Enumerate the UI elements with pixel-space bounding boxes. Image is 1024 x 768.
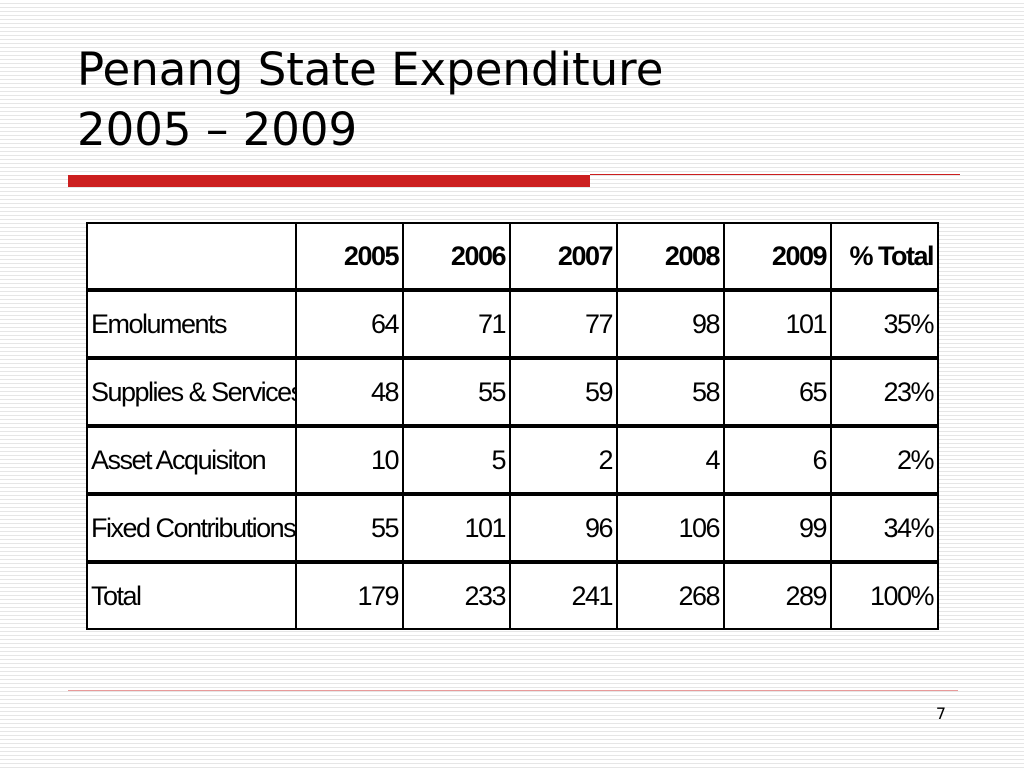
header-cell-blank: [86, 222, 297, 292]
table-cell: 77: [509, 289, 618, 360]
expenditure-table: 2005 2006 2007 2008 2009 % Total Emolume…: [86, 222, 939, 630]
table-cell: 5: [402, 425, 511, 496]
header-cell-2006: 2006: [402, 222, 511, 292]
table-cell: 100%: [830, 561, 939, 630]
table-cell: 65: [723, 357, 832, 428]
table-cell: 48: [295, 357, 404, 428]
row-label: Supplies & Services: [86, 357, 297, 428]
row-label: Fixed Contributions: [86, 493, 297, 564]
title-underline-thin: [590, 174, 960, 175]
table-cell: 10: [295, 425, 404, 496]
table-cell: 35%: [830, 289, 939, 360]
table-cell: 4: [616, 425, 725, 496]
table-row-asset-acquisition: Asset Acquisiton 10 5 2 4 6 2%: [86, 425, 939, 496]
table-cell: 58: [616, 357, 725, 428]
table-cell: 289: [723, 561, 832, 630]
table-cell: 6: [723, 425, 832, 496]
slide-title: Penang State Expenditure 2005 – 2009: [77, 40, 663, 160]
row-label: Emoluments: [86, 289, 297, 360]
table-cell: 179: [295, 561, 404, 630]
table-cell: 106: [616, 493, 725, 564]
title-underline-thick: [68, 175, 590, 187]
table-cell: 233: [402, 561, 511, 630]
table-cell: 2%: [830, 425, 939, 496]
row-label: Asset Acquisiton: [86, 425, 297, 496]
header-cell-2008: 2008: [616, 222, 725, 292]
table-header-row: 2005 2006 2007 2008 2009 % Total: [86, 222, 939, 292]
header-cell-2009: 2009: [723, 222, 832, 292]
table-cell: 99: [723, 493, 832, 564]
table-cell: 64: [295, 289, 404, 360]
table-row-supplies-services: Supplies & Services 48 55 59 58 65 23%: [86, 357, 939, 428]
table-cell: 241: [509, 561, 618, 630]
title-line-1: Penang State Expenditure: [77, 43, 664, 96]
header-cell-2007: 2007: [509, 222, 618, 292]
table-cell: 55: [295, 493, 404, 564]
footer-divider: [68, 690, 958, 691]
table-cell: 55: [402, 357, 511, 428]
table-row-emoluments: Emoluments 64 71 77 98 101 35%: [86, 289, 939, 360]
row-label: Total: [86, 561, 297, 630]
table-cell: 268: [616, 561, 725, 630]
page-number: 7: [935, 704, 946, 723]
table-cell: 101: [723, 289, 832, 360]
header-cell-2005: 2005: [295, 222, 404, 292]
table-cell: 71: [402, 289, 511, 360]
table-cell: 96: [509, 493, 618, 564]
table-cell: 34%: [830, 493, 939, 564]
title-line-2: 2005 – 2009: [77, 103, 358, 156]
table-cell: 59: [509, 357, 618, 428]
table-row-fixed-contributions: Fixed Contributions 55 101 96 106 99 34%: [86, 493, 939, 564]
header-cell-percent-total: % Total: [830, 222, 939, 292]
table-cell: 101: [402, 493, 511, 564]
table-cell: 2: [509, 425, 618, 496]
table-row-total: Total 179 233 241 268 289 100%: [86, 561, 939, 630]
table-cell: 23%: [830, 357, 939, 428]
table-cell: 98: [616, 289, 725, 360]
